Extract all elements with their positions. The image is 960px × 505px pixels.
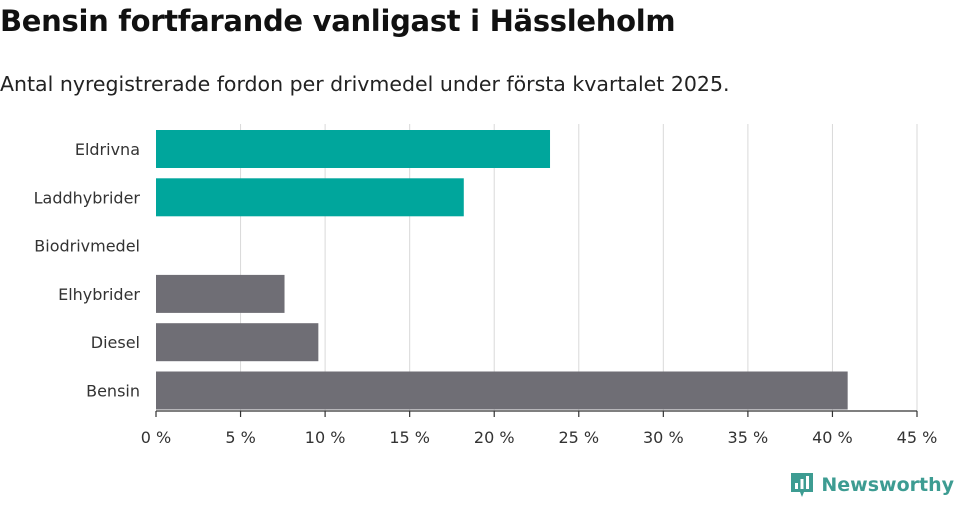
x-tick-label: 0 % <box>141 428 171 447</box>
x-tick-label: 20 % <box>474 428 515 447</box>
x-tick-label: 25 % <box>558 428 599 447</box>
chart-subtitle: Antal nyregistrerade fordon per drivmede… <box>0 72 730 96</box>
logo-text: Newsworthy <box>821 474 954 496</box>
category-label: Biodrivmedel <box>34 237 140 256</box>
x-tick-label: 5 % <box>225 428 255 447</box>
category-label: Diesel <box>91 333 140 352</box>
bar-diesel <box>156 323 319 362</box>
category-label: Elhybrider <box>58 285 140 304</box>
bar-eldrivna <box>156 130 551 168</box>
x-tick-label: 40 % <box>812 428 853 447</box>
x-tick-label: 10 % <box>305 428 346 447</box>
category-label: Eldrivna <box>75 140 140 159</box>
x-tick-label: 45 % <box>897 428 938 447</box>
bar-elhybrider <box>156 274 285 313</box>
chart-title: Bensin fortfarande vanligast i Hässlehol… <box>0 4 676 38</box>
x-tick-label: 30 % <box>643 428 684 447</box>
category-label: Bensin <box>86 382 140 401</box>
bar-laddhybrider <box>156 178 464 217</box>
x-tick-label: 15 % <box>389 428 430 447</box>
bar-bensin <box>156 371 848 410</box>
newsworthy-logo: Newsworthy <box>789 471 954 499</box>
category-label: Laddhybrider <box>34 188 141 207</box>
bar-chart-bubble-icon <box>791 473 814 497</box>
x-tick-label: 35 % <box>728 428 769 447</box>
